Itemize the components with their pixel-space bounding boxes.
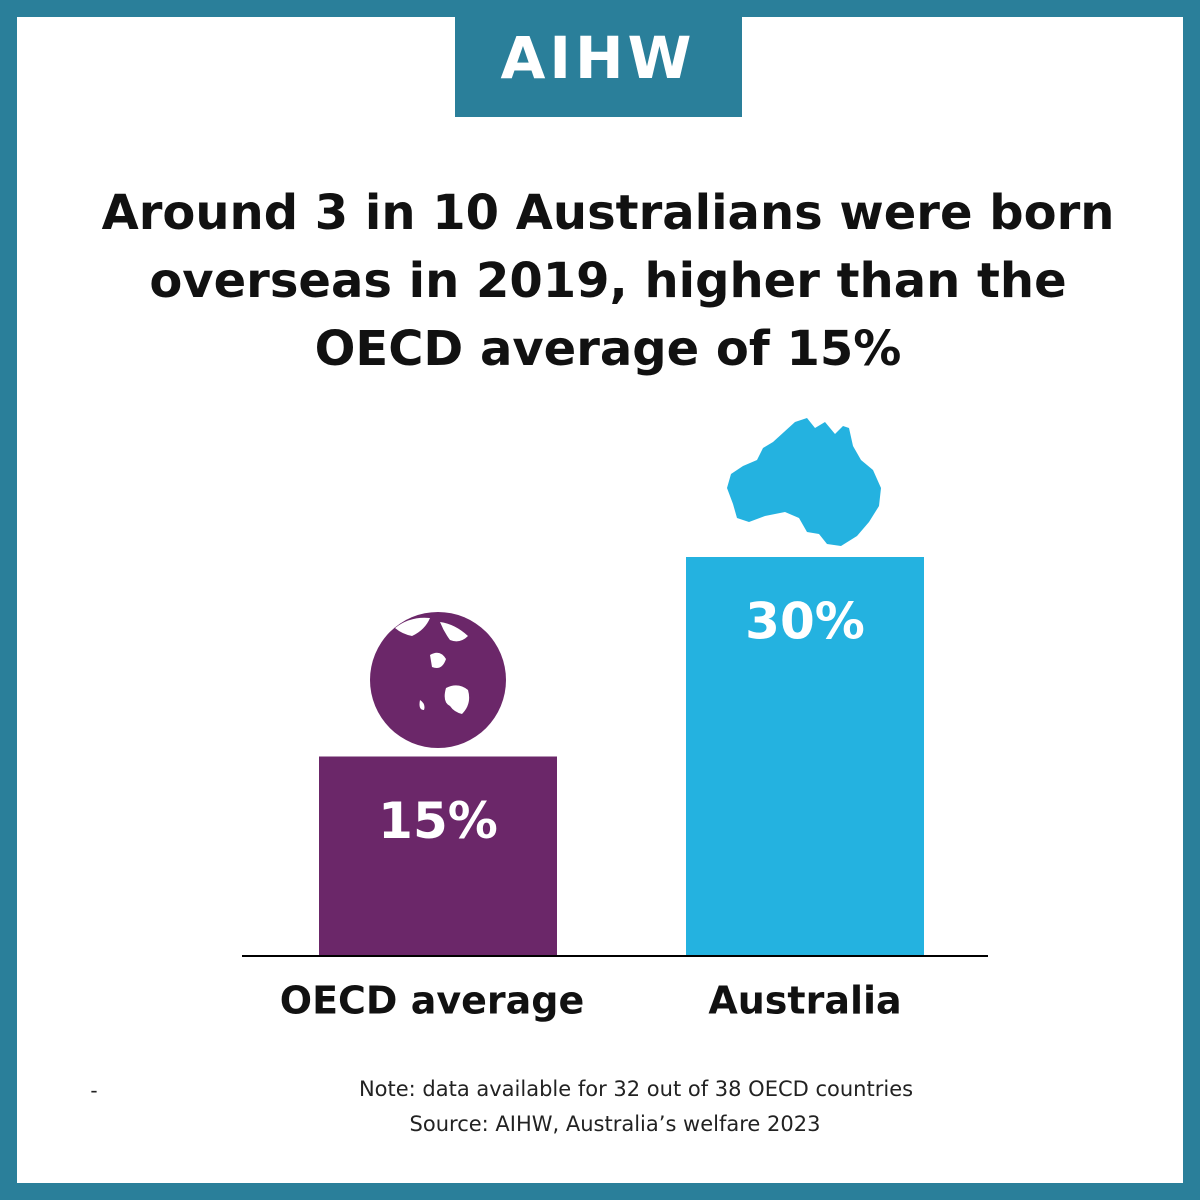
logo-tab [455, 0, 742, 117]
logo: AIHW [501, 24, 696, 92]
dash: - [90, 1079, 97, 1103]
source: Source: AIHW, Australia’s welfare 2023 [410, 1112, 821, 1136]
title-line: Around 3 in 10 Australians were born [102, 185, 1115, 241]
title-line: overseas in 2019, higher than the [149, 253, 1066, 309]
australia-icon [727, 418, 881, 546]
plot: 15% OECD average 30% Australia [280, 557, 924, 1023]
value-label: 15% [378, 792, 498, 850]
bar [319, 756, 557, 956]
globe-icon [370, 612, 506, 748]
title: Around 3 in 10 Australians were born over… [102, 185, 1115, 377]
note: Note: data available for 32 out of 38 OE… [359, 1077, 913, 1101]
title-line: OECD average of 15% [315, 321, 902, 377]
x-tick-label: OECD average [280, 979, 584, 1023]
x-tick-label: Australia [708, 979, 901, 1023]
panel [17, 17, 1183, 1183]
value-label: 30% [745, 593, 865, 651]
bar [686, 557, 924, 956]
